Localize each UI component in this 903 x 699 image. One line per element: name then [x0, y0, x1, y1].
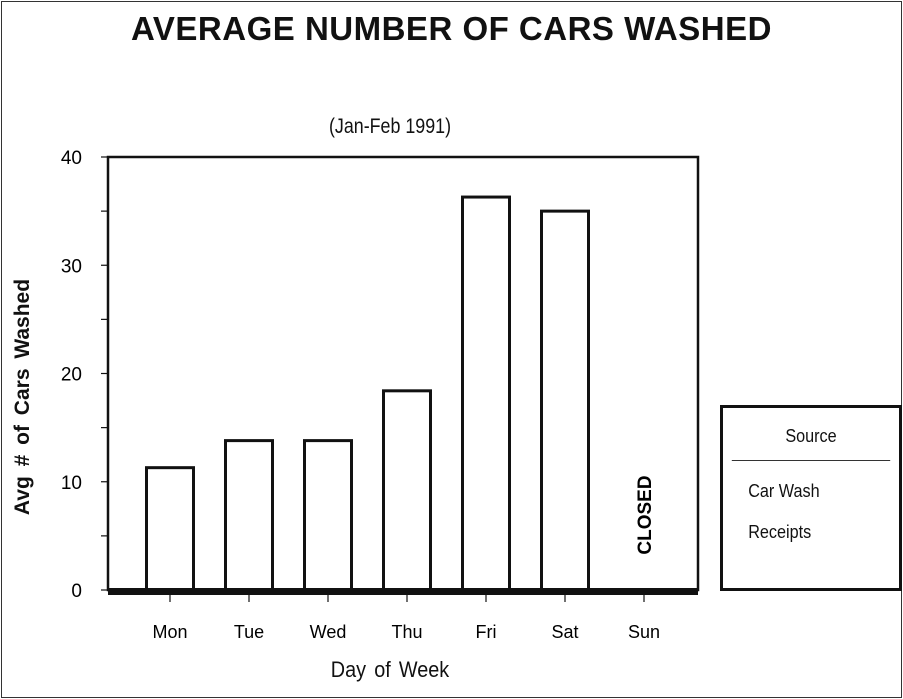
x-tick-label: Wed — [310, 622, 347, 642]
y-tick-label: 10 — [61, 473, 82, 494]
bar-mon — [145, 466, 195, 592]
closed-annotation: CLOSED — [635, 475, 656, 554]
chart-subtitle: (Jan-Feb 1991) — [328, 115, 452, 138]
bar-sat — [540, 209, 590, 592]
x-axis-label: Day of Week — [330, 657, 450, 682]
bar-tue — [224, 439, 274, 592]
x-tick-label: Tue — [234, 622, 264, 642]
legend-line: Car Wash — [748, 481, 820, 501]
x-tick-label: Sun — [628, 622, 660, 642]
legend-title: Source — [731, 408, 891, 461]
chart-title: AVERAGE NUMBER OF CARS WASHED — [131, 10, 772, 47]
bar-fri — [461, 195, 511, 592]
y-tick-label: 20 — [61, 365, 82, 386]
x-tick-label: Thu — [391, 622, 422, 642]
x-tick-label: Sat — [551, 622, 578, 642]
x-axis-baseline — [108, 588, 698, 595]
legend-line: Receipts — [748, 522, 812, 542]
y-tick-label: 0 — [71, 581, 82, 602]
bar-wed — [303, 439, 353, 592]
x-tick-label: Mon — [152, 622, 187, 642]
legend: Source Car Wash Receipts — [720, 405, 902, 591]
y-tick-label: 30 — [61, 256, 82, 277]
bar-thu — [382, 389, 432, 592]
x-tick-label: Fri — [476, 622, 497, 642]
y-tick-label: 40 — [61, 148, 82, 169]
